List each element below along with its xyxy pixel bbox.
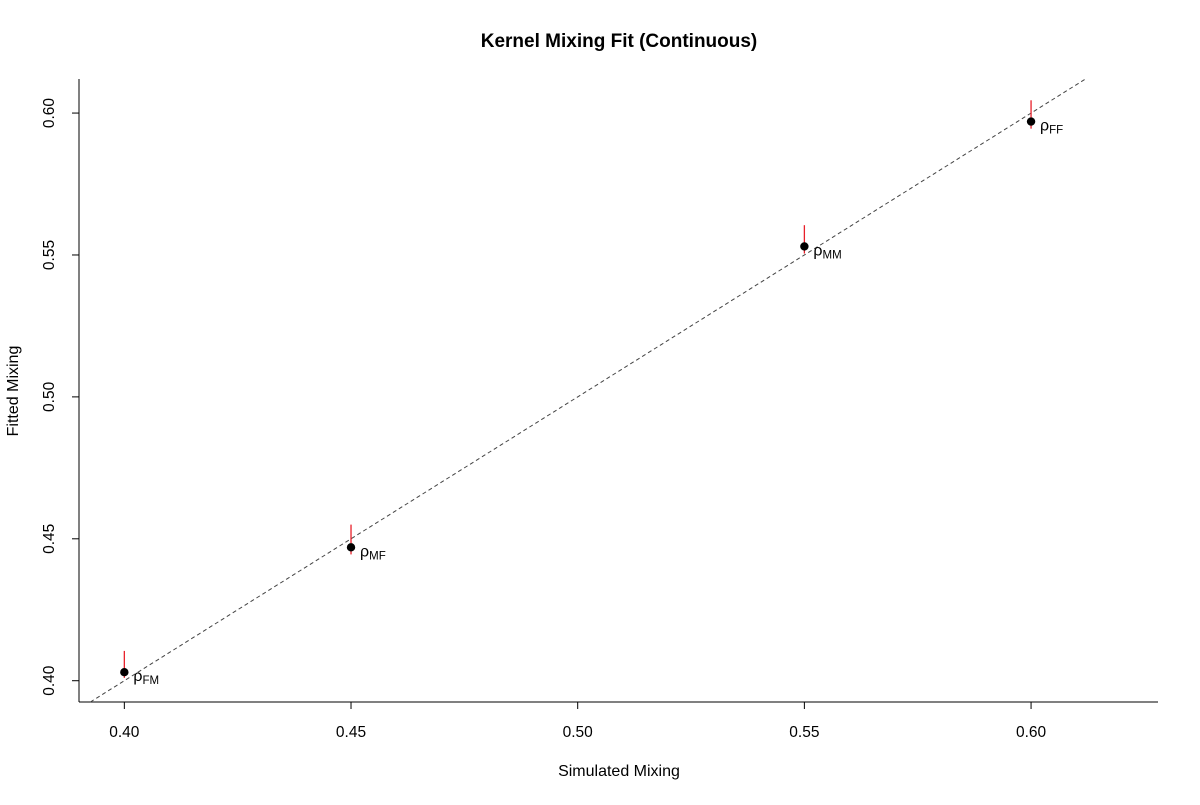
y-tick-label: 0.55	[41, 240, 58, 270]
point-label: ρFM	[133, 668, 159, 687]
point-label: ρFF	[1040, 118, 1063, 137]
point-label: ρMF	[360, 543, 386, 562]
identity-reference-line	[90, 78, 1086, 703]
point-label-subscript: MM	[822, 249, 841, 261]
y-tick-label: 0.60	[41, 98, 58, 129]
point-label-subscript: MF	[369, 550, 386, 562]
x-axis-title: Simulated Mixing	[558, 763, 680, 780]
plot-area: 0.40 0.45 0.50 0.55 0.60 0.40 0.45 0.50 0.55 0.60…	[41, 78, 1158, 741]
y-tick-label: 0.45	[41, 524, 58, 554]
point-label: ρMM	[813, 242, 841, 261]
x-tick-label: 0.45	[336, 724, 366, 741]
data-point	[120, 667, 129, 677]
y-tick-label: 0.40	[41, 665, 58, 696]
data-point	[800, 242, 809, 251]
x-tick-label: 0.55	[789, 724, 819, 741]
point-label-subscript: FM	[142, 675, 159, 687]
point-label-symbol: ρ	[360, 543, 369, 560]
point-label-subscript: FF	[1049, 125, 1063, 137]
x-tick-label: 0.40	[109, 724, 140, 741]
y-tick-label: 0.50	[41, 381, 58, 412]
x-tick-label: 0.60	[1016, 724, 1047, 741]
x-tick-label: 0.50	[563, 724, 594, 741]
data-point	[1026, 117, 1036, 126]
y-axis-title: Fitted Mixing	[5, 346, 22, 437]
point-label-symbol: ρ	[1040, 118, 1049, 135]
chart-title: Kernel Mixing Fit (Continuous)	[481, 31, 758, 52]
point-label-symbol: ρ	[813, 242, 822, 259]
point-label-symbol: ρ	[133, 668, 142, 685]
data-point	[346, 543, 356, 552]
